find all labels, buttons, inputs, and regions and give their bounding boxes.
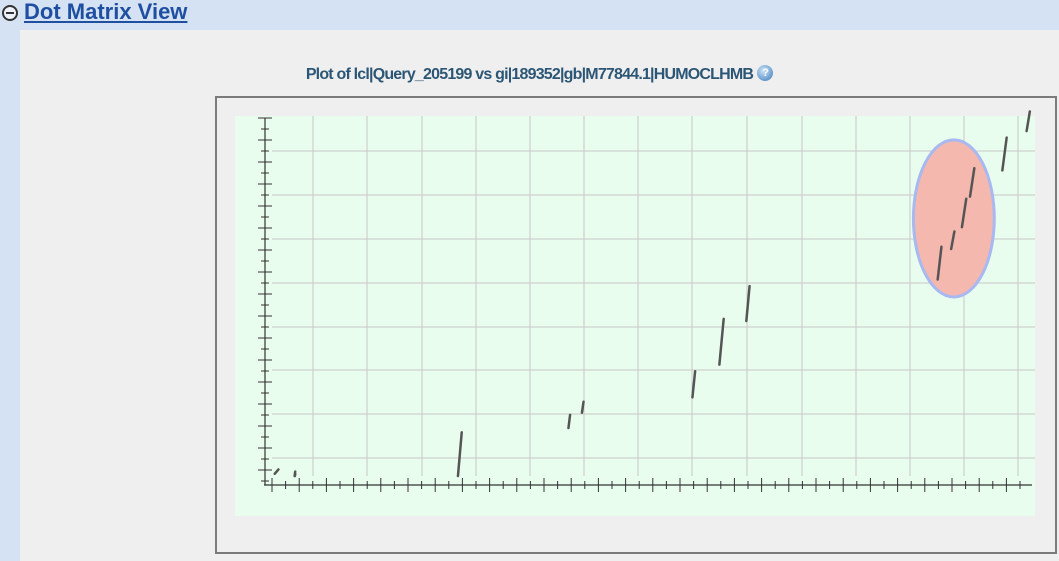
alignment-segment	[1001, 136, 1008, 172]
alignment-segment	[273, 468, 280, 476]
plot-title: Plot of lcl|Query_205199 vs gi|189352|gb…	[305, 66, 754, 83]
alignment-segment	[745, 284, 751, 323]
alignment-segment	[968, 166, 976, 198]
dot-matrix-panel: Plot of lcl|Query_205199 vs gi|189352|gb…	[20, 30, 1059, 561]
dot-matrix-plot[interactable]	[217, 98, 1055, 552]
plot-background	[235, 116, 1035, 516]
alignment-segment	[1025, 110, 1032, 133]
highlight-region	[911, 138, 996, 299]
help-question-icon[interactable]: ?	[757, 65, 774, 81]
alignment-segment	[567, 413, 572, 430]
alignment-segment	[456, 431, 463, 478]
section-title-link[interactable]: Dot Matrix View	[24, 0, 188, 24]
alignment-segment	[936, 245, 943, 281]
alignment-segment	[960, 197, 968, 229]
alignment-segment	[691, 369, 697, 399]
alignment-segment	[718, 317, 725, 366]
collapse-minus-icon[interactable]	[2, 5, 18, 21]
alignment-segment	[580, 400, 585, 414]
plot-title-row: Plot of lcl|Query_205199 vs gi|189352|gb…	[20, 65, 1059, 84]
alignment-segment	[949, 230, 956, 251]
section-header: Dot Matrix View	[0, 0, 1059, 30]
plot-frame	[215, 96, 1057, 554]
